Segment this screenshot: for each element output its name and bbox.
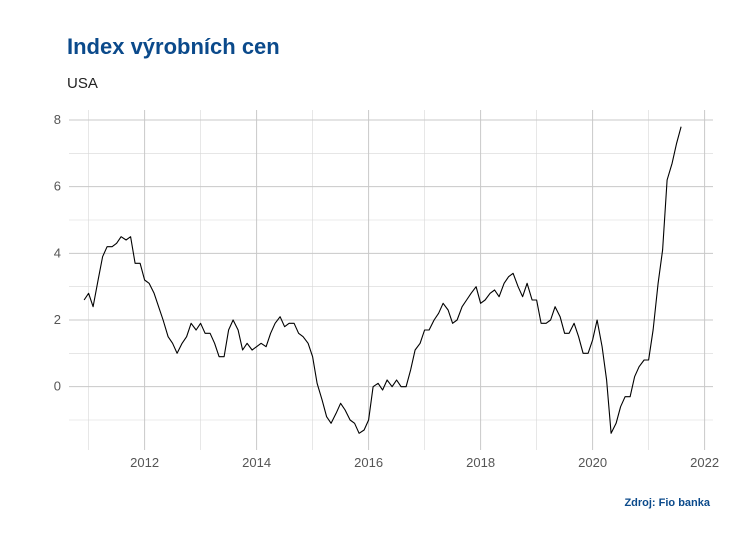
y-tick-label: 8 <box>54 112 61 127</box>
x-axis-ticks: 2012 2014 2016 2018 2020 2022 <box>130 455 719 470</box>
grid <box>69 110 713 450</box>
x-tick-label: 2016 <box>354 455 383 470</box>
series-line-0 <box>83 126 682 434</box>
x-tick-label: 2014 <box>242 455 271 470</box>
x-tick-label: 2022 <box>690 455 719 470</box>
y-tick-label: 6 <box>54 179 61 194</box>
x-tick-label: 2018 <box>466 455 495 470</box>
y-tick-label: 0 <box>54 379 61 394</box>
y-axis-ticks: 0 2 4 6 8 <box>54 112 61 394</box>
y-tick-label: 2 <box>54 312 61 327</box>
chart-subtitle: USA <box>67 75 98 92</box>
chart-title: Index výrobních cen <box>67 34 280 59</box>
x-tick-label: 2012 <box>130 455 159 470</box>
source-label: Zdroj: Fio banka <box>624 497 710 509</box>
series-lines <box>83 126 682 434</box>
y-tick-label: 4 <box>54 245 61 260</box>
x-tick-label: 2020 <box>578 455 607 470</box>
